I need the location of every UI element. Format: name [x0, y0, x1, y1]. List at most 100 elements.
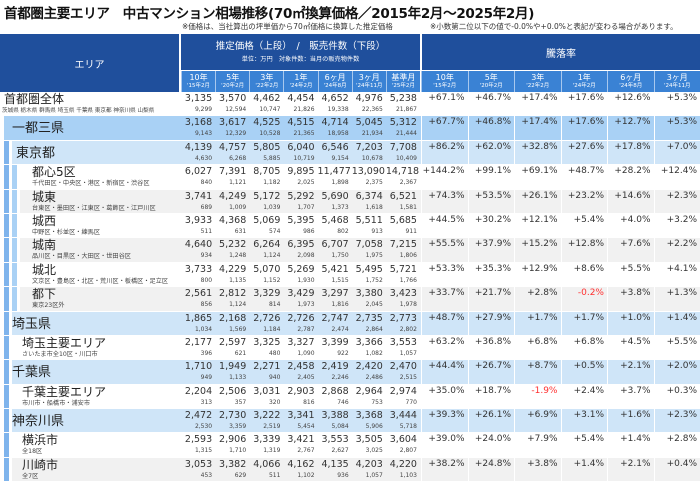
count-value: 9,299 [181, 105, 212, 114]
count-value: 816 [283, 398, 314, 407]
rate-cell: +7.9% [514, 433, 561, 457]
rate-cell: +26.1% [468, 409, 515, 433]
rate-cell: +1.0% [607, 312, 654, 336]
count-value: 2,375 [352, 178, 383, 187]
price-value: 4,525 [249, 116, 280, 129]
rate-cell: +63.2% [421, 336, 468, 360]
rate-cell: +3.1% [561, 409, 608, 433]
count-value: 1,973 [283, 300, 314, 309]
col-period: 3年 [260, 73, 273, 83]
count-value: 10,747 [249, 105, 280, 114]
group-bar [4, 458, 9, 481]
rate-cell: +46.7% [468, 92, 515, 116]
rate-cell: +7.0% [654, 141, 700, 165]
rate-cell: +48.7% [561, 165, 608, 189]
col-period: 3ヶ月 [359, 73, 380, 83]
rate-cell: +6.8% [561, 336, 608, 360]
price-col-header: 1年'24年2月 [283, 71, 317, 92]
rate-cell: +67.7% [421, 116, 468, 140]
price-col-header: 5年'20年2月 [215, 71, 249, 92]
count-value: 2,486 [352, 373, 383, 382]
count-value: 357 [215, 398, 246, 407]
rate-cell: +2.1% [607, 458, 654, 482]
price-value: 2,726 [283, 312, 314, 325]
count-value: 753 [352, 398, 383, 407]
area-name: 川崎市 [22, 458, 58, 472]
price-value: 4,652 [318, 92, 349, 105]
rate-cell: +7.6% [607, 238, 654, 262]
rate-cell: +27.9% [468, 312, 515, 336]
price-value: 3,053 [181, 458, 212, 471]
rate-cell: +2.3% [654, 190, 700, 214]
rate-cell: +46.8% [468, 116, 515, 140]
area-name: 都下 [32, 287, 56, 301]
price-value: 3,168 [181, 116, 212, 129]
rate-cell: +28.2% [607, 165, 654, 189]
count-value: 1,373 [318, 203, 349, 212]
price-value: 5,690 [318, 190, 349, 203]
count-value: 1,090 [283, 349, 314, 358]
count-value: 10,528 [249, 129, 280, 138]
price-value: 4,249 [215, 190, 246, 203]
rate-cell: +8.7% [514, 360, 561, 384]
rate-cell: +3.2% [654, 214, 700, 238]
price-value: 3,423 [386, 287, 417, 300]
count-value: 949 [181, 373, 212, 382]
rate-col-header: 6ヶ月'24年8月 [607, 71, 654, 92]
rate-cell: +4.1% [654, 263, 700, 287]
count-value: 396 [181, 349, 212, 358]
rate-cell: +2.8% [654, 433, 700, 457]
price-value: 3,505 [352, 433, 383, 446]
count-value: 1,569 [215, 325, 246, 334]
price-value: 2,561 [181, 287, 212, 300]
price-value: 3,933 [181, 214, 212, 227]
price-value: 5,232 [215, 238, 246, 251]
count-value: 1,581 [386, 203, 417, 212]
price-value: 5,238 [386, 92, 417, 105]
count-value: 2,405 [283, 373, 314, 382]
price-value: 4,454 [283, 92, 314, 105]
count-value: 1,135 [215, 276, 246, 285]
col-date: '15年2月 [433, 83, 456, 90]
rate-cell: +37.9% [468, 238, 515, 262]
price-value: 3,366 [352, 336, 383, 349]
count-value: 1,898 [318, 178, 349, 187]
price-value: 3,553 [318, 433, 349, 446]
area-subname: さいたま市全10区・川口市 [22, 351, 98, 359]
count-value: 320 [249, 398, 280, 407]
rate-cell: +2.8% [514, 287, 561, 311]
count-value: 19,338 [318, 105, 349, 114]
count-value: 856 [181, 300, 212, 309]
subgroup-bar [12, 238, 17, 261]
price-value: 5,805 [249, 141, 280, 154]
price-value: 3,399 [318, 336, 349, 349]
